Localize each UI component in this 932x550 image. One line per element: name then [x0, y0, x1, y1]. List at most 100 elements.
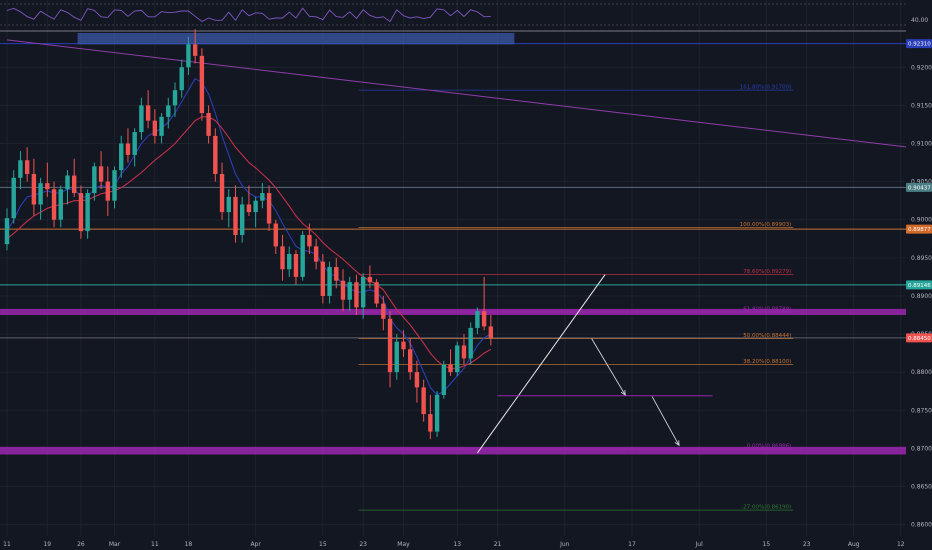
- fib-level-label: 50.00%(0.88444): [743, 333, 791, 339]
- time-tick-label: Aug: [848, 541, 860, 548]
- price-badge-label: 0.90437: [908, 185, 931, 191]
- candle-body: [260, 193, 265, 201]
- candle-body: [24, 160, 30, 174]
- trendline: [476, 274, 606, 454]
- price-badge-label: 0.88450: [908, 336, 931, 342]
- candle-body: [374, 282, 379, 304]
- time-tick-label: 23: [359, 541, 367, 548]
- candle-body: [85, 193, 90, 232]
- candle-body: [488, 326, 494, 338]
- resistance-box: [77, 33, 515, 45]
- candle-body: [441, 364, 446, 396]
- candle-body: [307, 234, 312, 247]
- time-tick-label: 26: [77, 541, 85, 548]
- candle-body: [105, 181, 110, 201]
- candle-body: [455, 345, 460, 373]
- time-tick-label: 15: [763, 541, 771, 548]
- candle-body: [51, 189, 57, 220]
- trendlines: [6, 39, 932, 454]
- candle-body: [125, 143, 131, 155]
- time-tick-label: 13: [453, 541, 461, 548]
- candle-body: [72, 175, 77, 194]
- fib-level-label: 78.60%(0.89279): [743, 269, 791, 275]
- candle-body: [65, 175, 70, 190]
- candle-body: [287, 254, 292, 270]
- time-tick-label: 15: [319, 541, 327, 548]
- candle-body: [226, 196, 231, 213]
- time-tick-label: 12: [897, 541, 905, 548]
- candle-body: [468, 327, 473, 359]
- candle-body: [233, 196, 238, 235]
- candle-body: [334, 266, 339, 281]
- candlesticks: [4, 29, 494, 440]
- candle-body: [293, 254, 299, 277]
- candle-body: [92, 166, 97, 194]
- price-badge-label: 0.89146: [908, 283, 931, 289]
- candle-body: [139, 105, 144, 133]
- oscillator-tick-label: 40.00: [911, 17, 928, 24]
- time-tick-label: Apr: [250, 541, 261, 548]
- candle-body: [38, 183, 43, 205]
- candle-body: [152, 120, 158, 136]
- projection-arrow-head: [674, 440, 680, 447]
- time-axis-panel[interactable]: [0, 536, 906, 550]
- candle-body: [206, 113, 211, 136]
- price-badge: [906, 182, 932, 192]
- candle-body: [327, 266, 332, 296]
- candle-body: [192, 44, 198, 56]
- candle-body: [213, 135, 218, 174]
- candle-body: [408, 349, 413, 373]
- candle-body: [172, 90, 178, 106]
- time-tick-label: 19: [43, 541, 51, 548]
- time-tick-label: 17: [628, 541, 636, 548]
- time-tick-label: 11: [3, 541, 11, 548]
- price-badge: [906, 224, 932, 234]
- candle-body: [179, 67, 184, 91]
- candle-body: [159, 116, 164, 136]
- candle-body: [219, 173, 225, 213]
- price-tick-label: 0.86000: [911, 522, 932, 529]
- price-badge: [906, 280, 932, 290]
- candle-body: [280, 246, 285, 270]
- candle-body: [78, 193, 84, 232]
- candle-body: [31, 173, 37, 205]
- price-badge-label: 0.92310: [908, 42, 931, 48]
- time-tick-label: Jun: [559, 541, 570, 548]
- price-axis-panel[interactable]: [906, 0, 932, 536]
- fib-level-label: -27.00%(0.86190): [741, 505, 791, 511]
- projection-arrow-head: [620, 389, 626, 396]
- candle-body: [300, 234, 305, 277]
- candle-body: [313, 246, 319, 262]
- oscillator-line: [6, 7, 491, 23]
- candle-body: [273, 223, 278, 247]
- candle-body: [98, 166, 104, 182]
- candle-body: [354, 282, 359, 308]
- candle-body: [367, 276, 373, 283]
- price-badge: [906, 333, 932, 343]
- candle-body: [45, 183, 50, 190]
- candle-body: [246, 204, 252, 213]
- candle-body: [475, 311, 480, 328]
- candle-body: [481, 311, 487, 327]
- candle-body: [320, 261, 326, 296]
- projection-arrows: [591, 338, 680, 447]
- candle-body: [145, 105, 151, 121]
- candle-body: [381, 303, 386, 319]
- projection-arrow-shaft: [651, 396, 680, 446]
- candle-body: [360, 276, 366, 308]
- candle-body: [387, 318, 393, 373]
- candle-body: [414, 372, 420, 388]
- time-tick-label: 23: [803, 541, 811, 548]
- price-badge-label: 0.89877: [908, 227, 931, 233]
- support-zone: [0, 446, 906, 455]
